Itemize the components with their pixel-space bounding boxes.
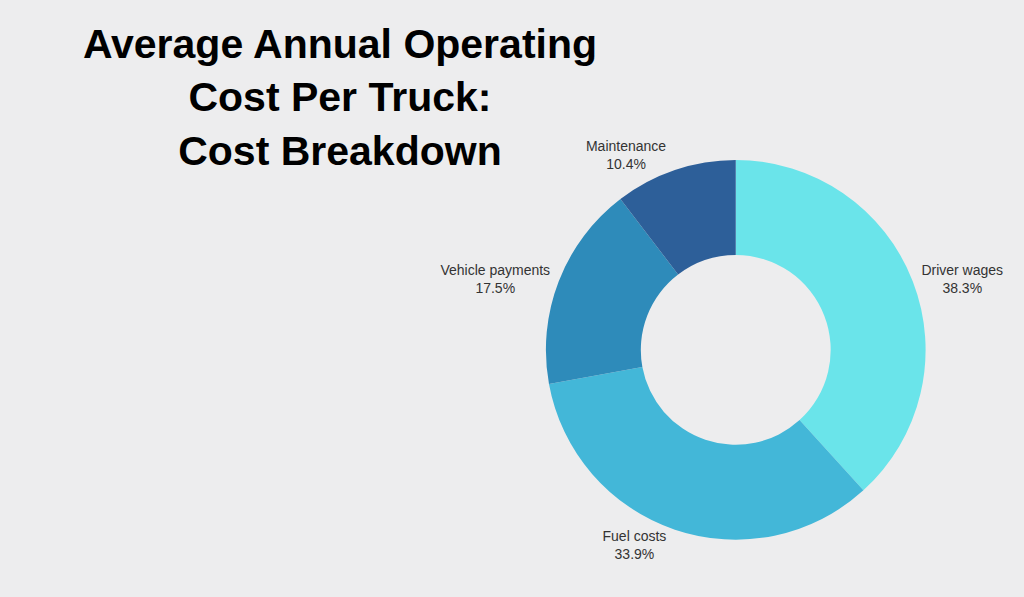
svg-text:Driver wages38.3%: Driver wages38.3%: [921, 262, 1003, 296]
svg-text:Fuel costs33.9%: Fuel costs33.9%: [603, 528, 667, 562]
svg-text:Vehicle payments17.5%: Vehicle payments17.5%: [440, 262, 550, 296]
svg-text:Maintenance10.4%: Maintenance10.4%: [586, 138, 666, 172]
svg-text:Average Annual OperatingCost P: Average Annual OperatingCost Per Truck:C…: [83, 21, 597, 174]
